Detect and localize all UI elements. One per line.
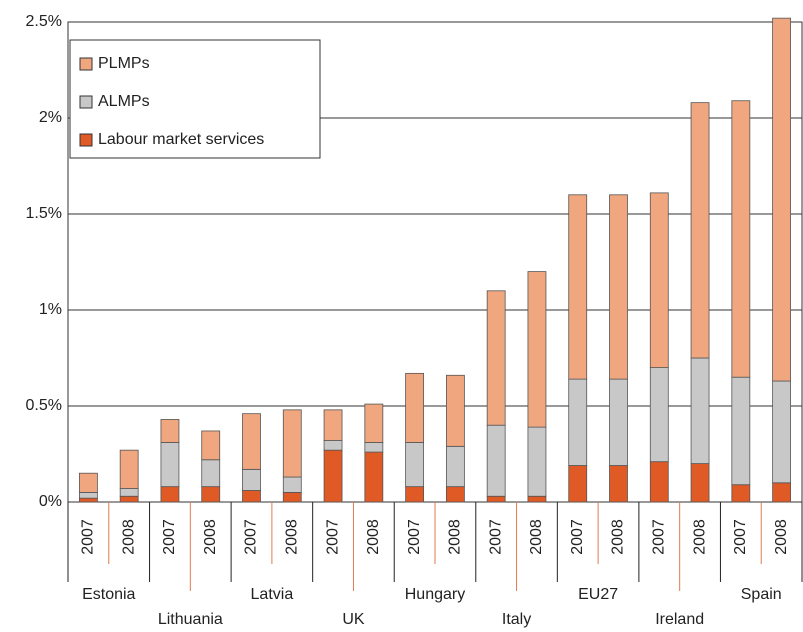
bar-segment <box>486 424 506 497</box>
bar-segment <box>323 440 343 451</box>
group-label: Hungary <box>405 586 465 603</box>
legend-box <box>69 39 321 159</box>
legend-label: PLMPs <box>98 55 150 72</box>
y-tick-label: 0.5% <box>26 397 62 414</box>
bar-segment <box>527 426 547 497</box>
y-tick-label: 2% <box>39 109 62 126</box>
bar-segment <box>119 495 139 503</box>
x-tick-label: 2008 <box>283 519 300 555</box>
bar-segment <box>690 102 710 359</box>
bar-segment <box>731 100 751 378</box>
bar-segment <box>282 476 302 493</box>
bar-segment <box>731 376 751 486</box>
x-tick-label: 2008 <box>528 519 545 555</box>
x-tick-label: 2007 <box>80 519 97 555</box>
x-tick-label: 2007 <box>650 519 667 555</box>
x-tick-label: 2008 <box>120 519 137 555</box>
group-label: Estonia <box>82 586 135 603</box>
bar-segment <box>609 194 628 380</box>
x-tick-label: 2007 <box>732 519 749 555</box>
bar-segment <box>445 445 465 488</box>
bar-segment <box>78 491 98 499</box>
bar-segment <box>119 449 139 489</box>
legend-label: Labour market services <box>98 131 264 148</box>
group-label: Italy <box>502 611 531 628</box>
bar-segment <box>364 451 384 503</box>
x-tick-label: 2008 <box>202 519 219 555</box>
bar-segment <box>609 378 628 466</box>
bar-segment <box>282 409 302 478</box>
y-tick-label: 1.5% <box>26 205 62 222</box>
bar-segment <box>364 442 384 453</box>
bar-segment <box>323 409 343 441</box>
group-label: Latvia <box>251 586 294 603</box>
bar-segment <box>568 465 588 503</box>
bar-segment <box>690 463 710 503</box>
bar-segment <box>527 271 547 428</box>
group-label: Spain <box>741 586 782 603</box>
bar-segment <box>486 290 506 426</box>
bar-segment <box>323 449 343 503</box>
x-tick-label: 2007 <box>487 519 504 555</box>
bar-segment <box>772 482 792 503</box>
legend-swatch <box>79 57 93 71</box>
legend-swatch <box>79 133 93 147</box>
bar-segment <box>568 378 588 466</box>
bar-segment <box>282 491 302 503</box>
legend-swatch <box>79 95 93 109</box>
bar-segment <box>772 17 792 382</box>
group-label: UK <box>342 611 365 628</box>
bar-segment <box>690 357 710 464</box>
y-tick-label: 0% <box>39 493 62 510</box>
bar-segment <box>242 468 261 491</box>
x-tick-label: 2007 <box>243 519 260 555</box>
bar-segment <box>649 461 669 503</box>
bar-segment <box>649 367 669 463</box>
group-label: EU27 <box>578 586 618 603</box>
group-label: Lithuania <box>158 611 223 628</box>
legend-label: ALMPs <box>98 93 150 110</box>
bar-segment <box>201 486 221 503</box>
bar-segment <box>527 495 547 503</box>
bar-segment <box>445 486 465 503</box>
bar-segment <box>405 486 425 503</box>
bar-segment <box>201 430 221 461</box>
bar-segment <box>160 419 180 443</box>
bar-segment <box>201 459 221 488</box>
bar-segment <box>242 413 261 470</box>
x-tick-label: 2007 <box>569 519 586 555</box>
bar-segment <box>160 486 180 503</box>
bar-segment <box>364 403 384 443</box>
x-tick-label: 2007 <box>324 519 341 555</box>
bar-segment <box>160 442 180 488</box>
x-tick-label: 2008 <box>610 519 627 555</box>
y-tick-label: 1% <box>39 301 62 318</box>
bar-segment <box>568 194 588 380</box>
group-label: Ireland <box>655 611 704 628</box>
bar-segment <box>242 490 261 503</box>
bar-segment <box>649 192 669 369</box>
bar-segment <box>405 442 425 488</box>
x-tick-label: 2007 <box>161 519 178 555</box>
bar-segment <box>486 495 506 503</box>
x-tick-label: 2007 <box>406 519 423 555</box>
bar-segment <box>405 372 425 443</box>
bar-segment <box>78 472 98 493</box>
y-tick-label: 2.5% <box>26 13 62 30</box>
bar-segment <box>78 497 98 503</box>
x-tick-label: 2008 <box>365 519 382 555</box>
bar-segment <box>772 380 792 484</box>
bar-segment <box>731 484 751 503</box>
x-tick-label: 2008 <box>691 519 708 555</box>
bar-segment <box>609 465 628 503</box>
x-tick-label: 2008 <box>773 519 790 555</box>
bar-segment <box>445 374 465 447</box>
x-tick-label: 2008 <box>447 519 464 555</box>
bar-segment <box>119 488 139 497</box>
